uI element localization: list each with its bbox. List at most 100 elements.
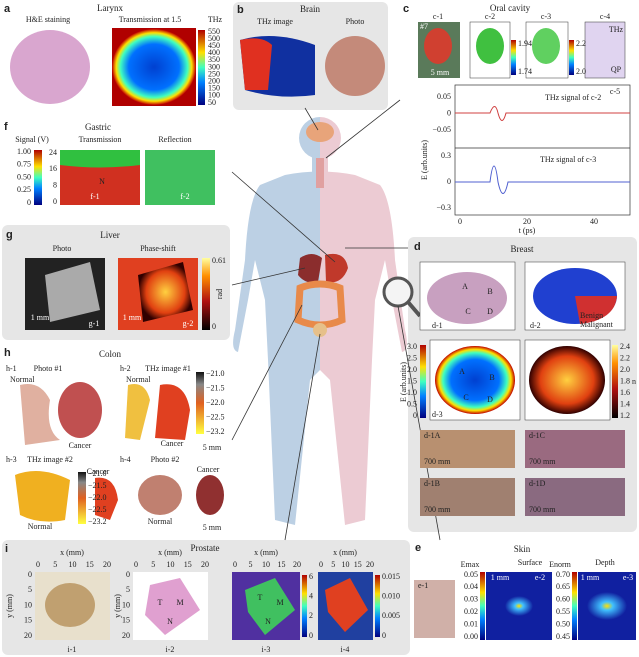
label: 150: [208, 84, 220, 93]
label: 15: [122, 616, 130, 625]
label: x (mm): [60, 548, 84, 557]
label: 10: [262, 560, 270, 569]
label: Depth: [595, 558, 615, 567]
label: 10: [24, 600, 32, 609]
label: Brain: [300, 4, 320, 14]
label: THz image #1: [145, 364, 191, 373]
label: Liver: [100, 230, 120, 240]
label: x (mm): [158, 548, 182, 557]
label: 2.2: [576, 39, 586, 48]
label: E (arb.units): [399, 362, 408, 402]
label: 0: [126, 570, 130, 579]
colorbars: [34, 30, 618, 640]
label: c-4: [600, 12, 610, 21]
label: 40: [590, 217, 598, 226]
label: THz: [208, 15, 223, 24]
label: 0.70: [556, 570, 570, 579]
label: 5 mm: [203, 443, 222, 452]
label: 0: [447, 108, 451, 117]
panel-letter: h: [4, 347, 11, 359]
label: d-4: [528, 410, 539, 419]
label: 0.01: [464, 619, 478, 628]
label: 1.74: [518, 67, 532, 76]
label: d-2: [530, 321, 541, 330]
label: f-1: [90, 192, 99, 201]
label: 0: [28, 570, 32, 579]
label: THz image #2: [27, 455, 73, 464]
label: i-2: [166, 645, 175, 654]
label: M: [276, 598, 283, 607]
panel-letter: a: [4, 3, 11, 15]
label: 1 mm: [123, 313, 142, 322]
label: 0: [413, 411, 417, 420]
label: 0: [233, 560, 237, 569]
label: e-2: [535, 573, 545, 582]
label: THz: [609, 25, 624, 34]
label: 2.2: [620, 353, 630, 362]
label: Larynx: [97, 3, 123, 13]
label: 100: [208, 91, 220, 100]
label: 2.0: [407, 365, 417, 374]
label: 0.05: [464, 570, 478, 579]
label: B: [489, 373, 494, 382]
label: i-1: [68, 645, 77, 654]
label: B: [487, 287, 492, 296]
label: 0.010: [382, 591, 400, 600]
label: Emax: [461, 560, 480, 569]
label: 15: [354, 560, 362, 569]
label: N: [99, 177, 105, 186]
panel-letter: i: [5, 543, 8, 555]
label: c-2: [485, 12, 495, 21]
label: x (mm): [333, 548, 357, 557]
label: C: [463, 393, 468, 402]
label: 200: [208, 77, 220, 86]
label: 0: [382, 631, 386, 640]
label: 0.03: [464, 595, 478, 604]
label: 5: [151, 560, 155, 569]
label: g-2: [183, 319, 194, 328]
label: 10: [69, 560, 77, 569]
label: 24: [49, 148, 57, 157]
label: N: [167, 617, 173, 626]
label: 20: [523, 217, 531, 226]
label: 5: [331, 560, 335, 569]
label: 1.2: [620, 411, 630, 420]
label: −22.5: [206, 412, 225, 421]
label: 10: [167, 560, 175, 569]
label: 20: [24, 631, 32, 640]
label: D: [487, 395, 493, 404]
label: Transmission at 1.5: [119, 15, 182, 24]
label: Normal: [28, 522, 53, 531]
label: C: [465, 307, 470, 316]
label: d-1C: [529, 431, 545, 440]
label: 20: [201, 560, 209, 569]
label: 1 mm: [31, 313, 50, 322]
label: 0.005: [382, 611, 400, 620]
label: h-2: [120, 364, 131, 373]
label: 0: [27, 198, 31, 207]
label: d-3: [432, 410, 443, 419]
label: 20: [122, 631, 130, 640]
label: 0: [53, 197, 57, 206]
label: 1.94: [518, 39, 532, 48]
label: 0: [36, 560, 40, 569]
label: x (mm): [254, 548, 278, 557]
label: Cancer: [87, 467, 110, 476]
label: 700 mm: [529, 457, 556, 466]
label: T: [258, 593, 263, 602]
label: h-1: [6, 364, 17, 373]
label: i-3: [262, 645, 271, 654]
label: −23.2: [206, 427, 225, 436]
label: y (mm): [113, 594, 122, 618]
label: 15: [184, 560, 192, 569]
panel-letter: c: [403, 3, 409, 15]
label: Malignant: [580, 320, 614, 329]
label: T: [158, 598, 163, 607]
label: 0: [458, 217, 462, 226]
label: 0: [309, 631, 313, 640]
label: 50: [208, 98, 216, 107]
label: Normal: [148, 517, 173, 526]
label: 5: [126, 585, 130, 594]
label: d-1D: [529, 479, 546, 488]
